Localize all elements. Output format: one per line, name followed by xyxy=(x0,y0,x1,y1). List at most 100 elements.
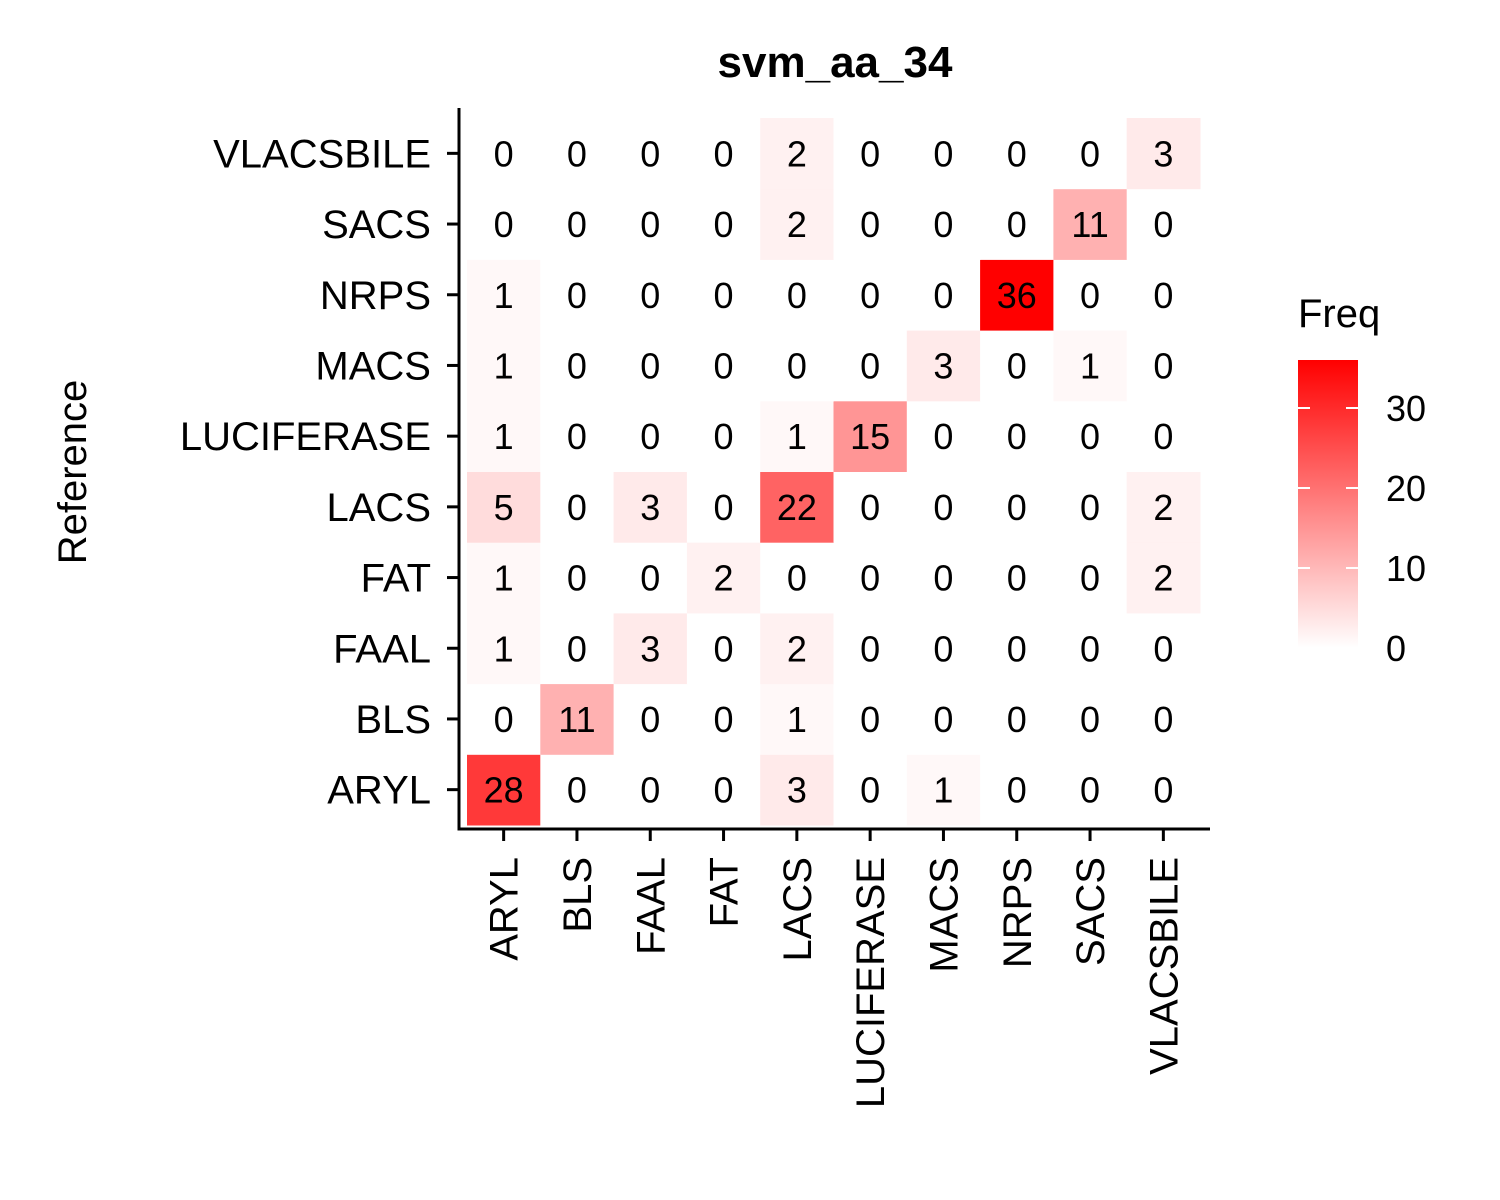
cell-value-nrps-bls: 0 xyxy=(567,275,587,316)
cell-value-faal-macs: 0 xyxy=(933,628,953,669)
cell-value-macs-fat: 0 xyxy=(714,345,734,386)
heatmap-cell-nrps-fat xyxy=(686,259,761,331)
cell-value-lacs-vlacsbile: 2 xyxy=(1153,487,1173,528)
heatmap-cell-macs-vlacsbile xyxy=(1126,330,1201,402)
heatmap-cell-labels: 28 0 0 0 3 0 1 0 0 00 11 0 0 1 0 0 0 0 01 0 3 0 2 0 0 0 0 01 0 0 2 0 0 0 0… xyxy=(484,133,1174,810)
cell-value-nrps-faal: 0 xyxy=(640,275,660,316)
heatmap-cell-lacs-faal xyxy=(613,471,688,543)
cell-value-vlacsbile-luciferase: 0 xyxy=(860,133,880,174)
cell-value-vlacsbile-aryl: 0 xyxy=(494,133,514,174)
cell-value-fat-fat: 2 xyxy=(714,558,734,599)
heatmap-cell-faal-luciferase xyxy=(833,612,908,685)
cell-value-macs-macs: 3 xyxy=(933,345,953,386)
y-tick-label-luciferase: LUCIFERASE xyxy=(180,415,431,459)
axes: ARYL BLS FAAL FAT LACS LUCIFERASE MACS NRPS SACS… xyxy=(180,108,1210,1108)
heatmap-cell-macs-sacs xyxy=(1053,330,1128,402)
y-tick-label-vlacsbile: VLACSBILE xyxy=(213,132,431,176)
cell-value-sacs-luciferase: 0 xyxy=(860,204,880,245)
cell-value-lacs-luciferase: 0 xyxy=(860,487,880,528)
cell-value-fat-aryl: 1 xyxy=(494,558,514,599)
cell-value-bls-aryl: 0 xyxy=(494,699,514,740)
heatmap-cell-fat-bls xyxy=(540,542,615,614)
cell-value-sacs-bls: 0 xyxy=(567,204,587,245)
heatmap-cell-lacs-luciferase xyxy=(833,471,908,543)
cell-value-bls-sacs: 0 xyxy=(1080,699,1100,740)
heatmap-cell-sacs-vlacsbile xyxy=(1126,188,1201,260)
cell-value-luciferase-sacs: 0 xyxy=(1080,416,1100,457)
y-tick-label-aryl: ARYL xyxy=(327,769,431,813)
cell-value-aryl-lacs: 3 xyxy=(787,770,807,811)
cell-value-faal-vlacsbile: 0 xyxy=(1153,628,1173,669)
heatmap-cell-nrps-luciferase xyxy=(833,259,908,331)
heatmap-cell-vlacsbile-aryl xyxy=(467,118,541,190)
heatmap-cell-aryl-sacs xyxy=(1053,754,1128,826)
heatmap-cell-bls-nrps xyxy=(980,683,1054,755)
heatmap-cell-bls-vlacsbile xyxy=(1126,683,1201,755)
cell-value-sacs-vlacsbile: 0 xyxy=(1153,204,1173,245)
heatmap-cell-luciferase-vlacsbile xyxy=(1126,400,1201,472)
y-tick-label-sacs: SACS xyxy=(322,203,431,247)
heatmap-cell-lacs-aryl xyxy=(467,471,541,543)
heatmap-cell-fat-fat xyxy=(686,542,761,614)
cell-value-luciferase-fat: 0 xyxy=(714,416,734,457)
x-tick-label-sacs: SACS xyxy=(1069,857,1113,966)
heatmap-cell-lacs-macs xyxy=(906,471,981,543)
cell-value-fat-macs: 0 xyxy=(933,558,953,599)
cell-value-sacs-lacs: 2 xyxy=(787,204,807,245)
cell-value-aryl-faal: 0 xyxy=(640,770,660,811)
heatmap-cell-sacs-aryl xyxy=(467,188,541,260)
y-tick-label-faal: FAAL xyxy=(333,627,431,671)
cell-value-lacs-macs: 0 xyxy=(933,487,953,528)
heatmap-cell-vlacsbile-lacs xyxy=(760,118,834,190)
heatmap-cell-sacs-fat xyxy=(686,188,761,260)
y-tick-label-macs: MACS xyxy=(315,344,431,388)
heatmap-cell-aryl-aryl xyxy=(467,754,541,826)
heatmap-cell-fat-nrps xyxy=(980,542,1054,614)
cell-value-lacs-aryl: 5 xyxy=(494,487,514,528)
heatmap-cell-macs-nrps xyxy=(980,330,1054,402)
heatmap-cell-sacs-faal xyxy=(613,188,688,260)
heatmap-cell-nrps-nrps xyxy=(980,259,1054,331)
heatmap-cell-luciferase-nrps xyxy=(980,400,1054,472)
heatmap-cell-fat-lacs xyxy=(760,542,834,614)
cell-value-fat-lacs: 0 xyxy=(787,558,807,599)
heatmap-cell-nrps-aryl xyxy=(467,259,541,331)
heatmap-cell-faal-bls xyxy=(540,612,615,685)
cell-value-luciferase-faal: 0 xyxy=(640,416,660,457)
cell-value-bls-nrps: 0 xyxy=(1007,699,1027,740)
cell-value-nrps-fat: 0 xyxy=(714,275,734,316)
cell-value-aryl-macs: 1 xyxy=(933,770,953,811)
heatmap-cell-fat-macs xyxy=(906,542,981,614)
cell-value-vlacsbile-vlacsbile: 3 xyxy=(1153,133,1173,174)
heatmap-cell-nrps-lacs xyxy=(760,259,834,331)
cell-value-bls-lacs: 1 xyxy=(787,699,807,740)
cell-value-nrps-lacs: 0 xyxy=(787,275,807,316)
cell-value-lacs-nrps: 0 xyxy=(1007,487,1027,528)
heatmap-cell-vlacsbile-nrps xyxy=(980,118,1054,190)
heatmap-cell-sacs-nrps xyxy=(980,188,1054,260)
legend-title: Freq xyxy=(1298,292,1380,336)
cell-value-aryl-nrps: 0 xyxy=(1007,770,1027,811)
cell-value-luciferase-nrps: 0 xyxy=(1007,416,1027,457)
heatmap-cell-nrps-vlacsbile xyxy=(1126,259,1201,331)
heatmap-cell-faal-sacs xyxy=(1053,612,1128,685)
cell-value-vlacsbile-faal: 0 xyxy=(640,133,660,174)
heatmap-cell-bls-sacs xyxy=(1053,683,1128,755)
legend-label-10: 10 xyxy=(1386,548,1426,589)
y-tick-label-lacs: LACS xyxy=(327,486,432,530)
heatmap-cell-bls-macs xyxy=(906,683,981,755)
heatmap-cell-nrps-sacs xyxy=(1053,259,1128,331)
cell-value-bls-macs: 0 xyxy=(933,699,953,740)
x-tick-label-faal: FAAL xyxy=(629,857,673,955)
heatmap-cell-faal-fat xyxy=(686,612,761,685)
cell-value-luciferase-lacs: 1 xyxy=(787,416,807,457)
cell-value-aryl-vlacsbile: 0 xyxy=(1153,770,1173,811)
legend: Freq 0 10 20 30 xyxy=(1298,292,1426,669)
heatmap-cell-faal-lacs xyxy=(760,612,834,685)
y-tick-label-fat: FAT xyxy=(361,557,431,601)
heatmap-cell-bls-faal xyxy=(613,683,688,755)
cell-value-nrps-macs: 0 xyxy=(933,275,953,316)
heatmap-cell-aryl-macs xyxy=(906,754,981,826)
heatmap-cell-macs-luciferase xyxy=(833,330,908,402)
heatmap-cell-nrps-macs xyxy=(906,259,981,331)
